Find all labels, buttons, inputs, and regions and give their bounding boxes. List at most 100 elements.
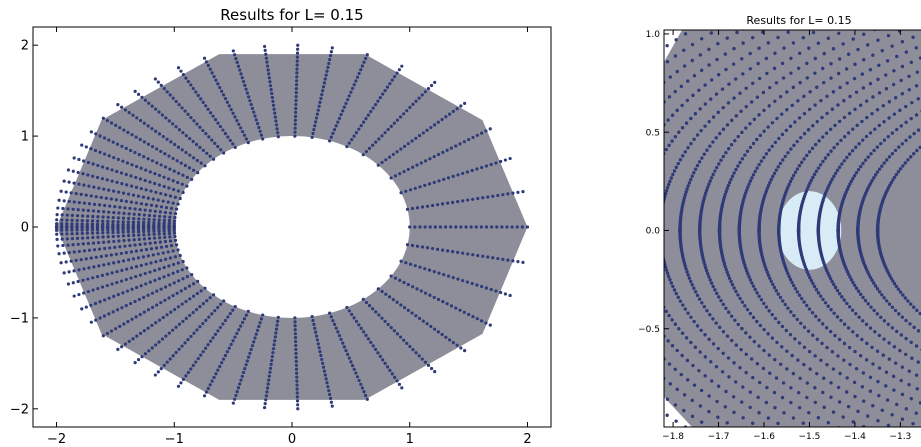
mesh-node-point [470, 281, 474, 286]
mesh-node-point [691, 363, 695, 368]
mesh-node-point [86, 289, 90, 294]
mesh-node-point [821, 66, 825, 71]
mesh-node-point [740, 130, 744, 135]
mesh-node-point [670, 343, 675, 348]
mesh-node-point [134, 265, 139, 269]
mesh-node-point [331, 131, 335, 135]
mesh-node-point [109, 197, 113, 201]
mesh-node-point [142, 140, 146, 144]
mesh-node-point [670, 139, 674, 143]
mesh-node-point [702, 305, 707, 309]
mesh-node-point [766, 416, 771, 420]
mesh-node-point [79, 192, 83, 196]
mesh-node-point [686, 273, 690, 277]
mesh-node-point [163, 298, 167, 302]
mesh-node-point [104, 254, 108, 258]
mesh-node-point [821, 297, 825, 302]
mesh-node-point [295, 51, 300, 55]
mesh-node-point [804, 267, 808, 272]
mesh-node-point [315, 112, 319, 116]
mesh-node-point [842, 358, 846, 362]
mesh-node-point [813, 314, 818, 319]
mesh-node-point [67, 270, 71, 274]
mesh-node-point [366, 337, 370, 341]
mesh-node-point [860, 119, 864, 124]
mesh-node-point [692, 74, 697, 78]
mesh-node-point [715, 57, 719, 62]
mesh-node-point [743, 304, 747, 308]
mesh-node-point [169, 310, 173, 314]
mesh-node-point [844, 390, 849, 394]
mesh-node-point [54, 222, 59, 226]
mesh-node-point [910, 356, 914, 360]
mesh-node-point [125, 267, 129, 271]
mesh-node-point [93, 148, 98, 153]
mesh-node-point [480, 131, 484, 135]
mesh-node-point [770, 144, 774, 148]
mesh-node-point [791, 371, 796, 376]
mesh-node-point [107, 240, 111, 244]
mesh-node-point [727, 180, 732, 185]
mesh-node-point [805, 76, 810, 80]
mesh-node-point [777, 136, 781, 141]
mesh-node-point [65, 228, 69, 232]
mesh-node-point [731, 62, 736, 66]
mesh-node-point [137, 217, 141, 221]
mesh-node-point [231, 308, 235, 312]
mesh-node-point [738, 296, 742, 301]
mesh-node-point [75, 222, 79, 226]
mesh-node-point [640, 125, 643, 128]
mesh-node-point [897, 312, 901, 316]
mesh-node-point [174, 99, 178, 104]
mesh-node-point [780, 61, 785, 66]
mesh-node-point [880, 164, 884, 168]
mesh-node-point [116, 227, 120, 232]
mesh-node-point [480, 319, 484, 323]
mesh-node-point [117, 211, 121, 215]
mesh-node-point [833, 333, 837, 338]
mesh-node-point [417, 96, 421, 100]
mesh-node-point [856, 167, 861, 172]
mesh-node-point [898, 290, 903, 294]
mesh-node-point [167, 186, 171, 190]
mesh-node-point [650, 283, 653, 286]
mesh-node-point [451, 200, 455, 204]
mesh-node-point [821, 390, 825, 395]
mesh-node-point [70, 226, 74, 230]
mesh-node-point [646, 185, 649, 188]
mesh-node-point [899, 378, 903, 383]
mesh-node-point [203, 164, 207, 168]
mesh-node-point [818, 294, 823, 298]
mesh-node-point [207, 135, 211, 139]
mesh-node-point [459, 346, 463, 350]
mesh-node-point [371, 307, 375, 311]
mesh-node-point [150, 159, 155, 163]
mesh-node-point [785, 90, 789, 94]
mesh-node-point [674, 419, 678, 423]
mesh-node-point [177, 347, 181, 351]
mesh-node-point [717, 295, 721, 299]
mesh-node-point [906, 158, 910, 162]
mesh-node-point [673, 89, 677, 94]
mesh-node-point [176, 202, 180, 206]
mesh-node-point [807, 150, 812, 154]
mesh-node-point [357, 127, 361, 131]
mesh-node-point [724, 267, 728, 272]
mesh-node-point [758, 323, 763, 328]
mesh-node-point [253, 336, 257, 340]
mesh-node-point [248, 99, 252, 103]
mesh-node-point [721, 302, 726, 307]
mesh-node-point [699, 68, 704, 73]
mesh-node-point [295, 71, 299, 75]
mesh-node-point [895, 402, 899, 407]
mesh-node-point [748, 278, 753, 282]
chart-right-frame [663, 29, 921, 428]
mesh-node-point [423, 90, 427, 94]
mesh-node-point [644, 120, 647, 123]
mesh-node-point [414, 351, 418, 355]
mesh-node-point [773, 405, 777, 410]
mesh-node-point [886, 134, 890, 139]
mesh-node-point [882, 161, 886, 165]
mesh-node-point [904, 104, 908, 109]
mesh-node-point [242, 133, 247, 137]
